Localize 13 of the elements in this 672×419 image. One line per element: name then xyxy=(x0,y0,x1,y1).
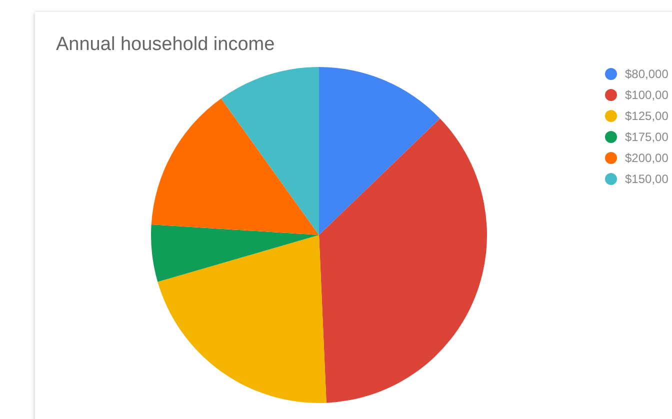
legend-label: $100,00 xyxy=(625,88,669,102)
pie-slice xyxy=(151,98,319,235)
legend-label: $80,000 xyxy=(625,67,669,81)
pie-slice xyxy=(158,235,326,403)
legend-label: $175,00 xyxy=(625,130,669,144)
legend-label: $200,00 xyxy=(625,151,669,165)
chart-title: Annual household income xyxy=(56,34,275,55)
legend-label: $125,00 xyxy=(625,109,669,123)
pie-slice xyxy=(221,67,319,235)
pie-slice xyxy=(319,118,487,403)
legend-label: $150,00 xyxy=(625,172,669,186)
pie-slice xyxy=(319,67,440,235)
pie-slice xyxy=(151,224,319,282)
